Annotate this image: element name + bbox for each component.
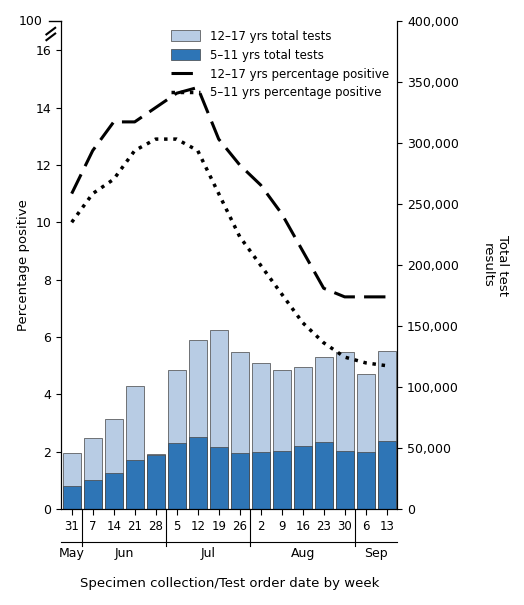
Bar: [147, 454, 165, 509]
Bar: [357, 374, 375, 509]
Bar: [336, 451, 354, 509]
Bar: [378, 441, 396, 509]
Bar: [294, 367, 312, 509]
Bar: [126, 386, 144, 509]
Bar: [63, 453, 81, 509]
Bar: [336, 352, 354, 509]
Bar: [147, 456, 165, 509]
Y-axis label: Total test
results: Total test results: [481, 235, 509, 296]
Bar: [273, 451, 291, 509]
Bar: [84, 439, 102, 509]
Bar: [252, 452, 270, 509]
Bar: [189, 437, 206, 509]
Bar: [105, 419, 123, 509]
Bar: [210, 330, 227, 509]
Bar: [168, 370, 185, 509]
Bar: [231, 453, 248, 509]
Y-axis label: Percentage positive: Percentage positive: [17, 200, 30, 332]
Bar: [189, 339, 206, 509]
Bar: [315, 442, 333, 509]
Bar: [105, 473, 123, 509]
Bar: [252, 363, 270, 509]
Legend: 12–17 yrs total tests, 5–11 yrs total tests, 12–17 yrs percentage positive, 5–11: 12–17 yrs total tests, 5–11 yrs total te…: [166, 25, 394, 104]
Bar: [231, 352, 248, 509]
Bar: [168, 443, 185, 509]
Text: 100: 100: [19, 15, 43, 28]
Bar: [315, 357, 333, 509]
Bar: [357, 452, 375, 509]
X-axis label: Specimen collection/Test order date by week: Specimen collection/Test order date by w…: [80, 577, 379, 590]
Bar: [378, 351, 396, 509]
Bar: [84, 480, 102, 509]
Bar: [273, 370, 291, 509]
Bar: [126, 460, 144, 509]
Bar: [210, 447, 227, 509]
Bar: [294, 446, 312, 509]
Bar: [63, 486, 81, 509]
